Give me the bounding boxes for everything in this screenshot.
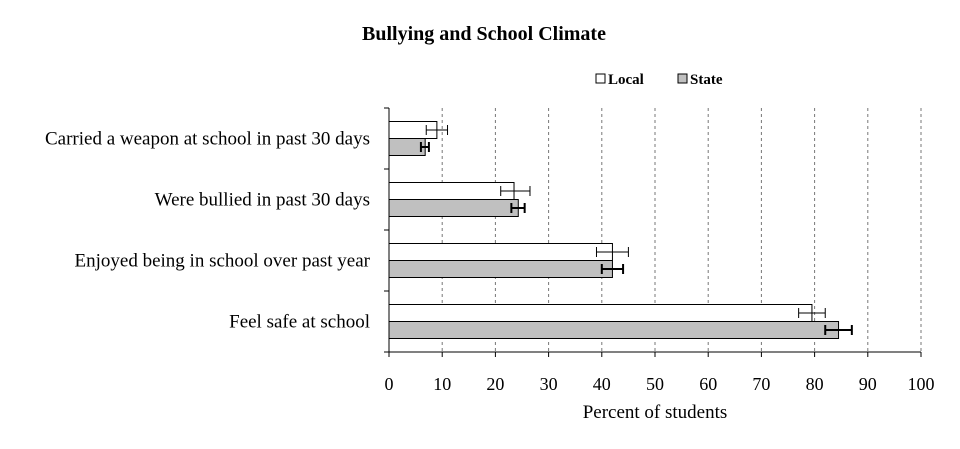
x-tick-label: 60 <box>699 374 717 394</box>
x-tick-label: 20 <box>486 374 504 394</box>
x-tick-label: 10 <box>433 374 451 394</box>
category-label: Were bullied in past 30 days <box>155 190 370 211</box>
x-tick-label: 30 <box>540 374 558 394</box>
legend-swatch-state <box>677 73 688 84</box>
x-axis-label: Percent of students <box>583 402 728 423</box>
x-tick-label: 70 <box>752 374 770 394</box>
error-bars <box>419 125 853 335</box>
bar-state <box>388 138 426 156</box>
legend-label-state: State <box>690 72 723 88</box>
legend-label-local: Local <box>608 72 644 88</box>
bar-state <box>388 199 519 217</box>
bar-state <box>388 260 613 278</box>
category-label: Carried a weapon at school in past 30 da… <box>45 129 370 150</box>
gridlines <box>441 108 922 352</box>
x-tick-label: 50 <box>646 374 664 394</box>
bar-state <box>388 321 840 339</box>
x-tick-labels: 0 10 20 30 40 50 60 70 80 90 100 <box>385 374 935 394</box>
legend: Local State <box>595 72 723 88</box>
category-label: Feel safe at school <box>229 312 370 333</box>
chart-title: Bullying and School Climate <box>362 23 606 45</box>
x-tick-label: 90 <box>859 374 877 394</box>
x-tick-label: 100 <box>908 374 935 394</box>
x-tick-label: 80 <box>806 374 824 394</box>
bar-local <box>388 243 613 261</box>
category-label: Enjoyed being in school over past year <box>75 251 371 272</box>
category-labels: Carried a weapon at school in past 30 da… <box>45 129 371 333</box>
legend-swatch-local <box>595 73 606 84</box>
bar-local <box>388 304 813 322</box>
bars <box>388 121 840 339</box>
axes <box>384 107 922 357</box>
bar-local <box>388 182 515 200</box>
x-tick-label: 40 <box>593 374 611 394</box>
x-tick-label: 0 <box>385 374 394 394</box>
